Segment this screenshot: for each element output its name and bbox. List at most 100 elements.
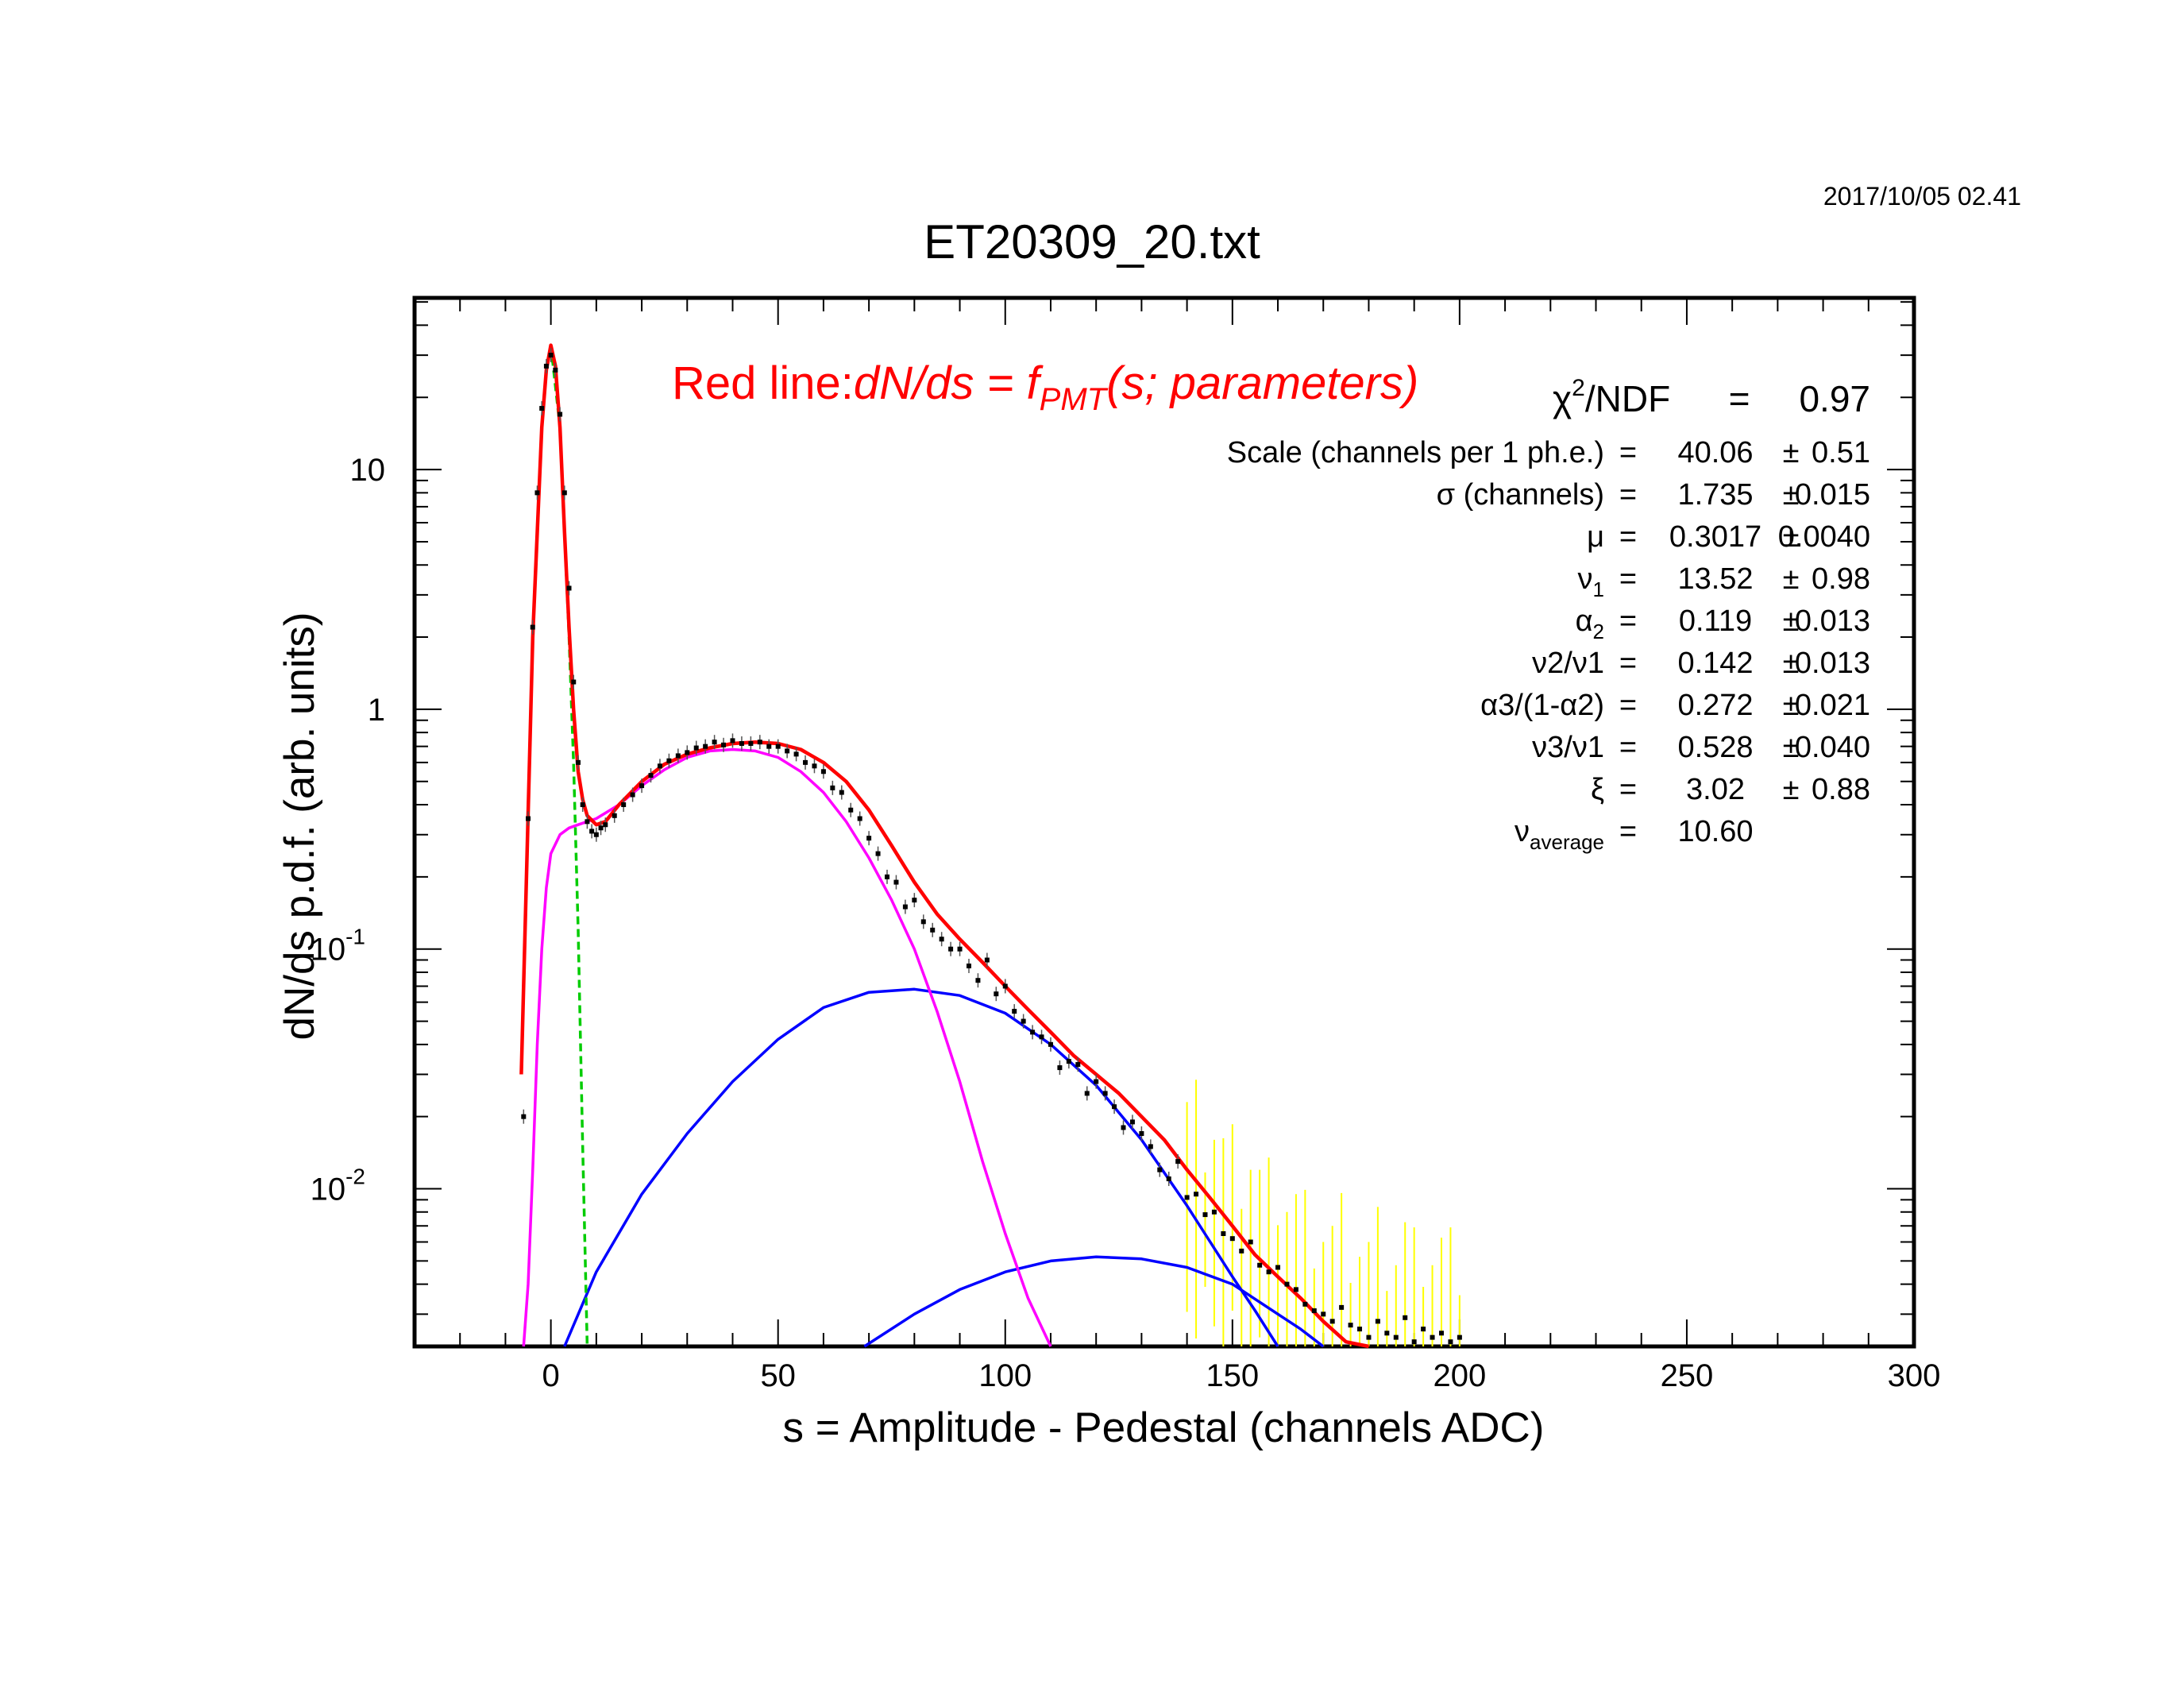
data-point (885, 874, 890, 879)
data-point (939, 937, 944, 942)
plot-frame (412, 295, 1916, 1349)
data-point (553, 367, 558, 373)
data-point (693, 745, 699, 751)
data-point (558, 411, 563, 417)
param-error: 0.51 (1812, 436, 1870, 469)
param-pm: ± (1783, 562, 1800, 596)
data-point (589, 829, 595, 834)
data-point (1311, 1308, 1317, 1314)
data-point (566, 585, 572, 591)
param-value: 10.60 (1677, 815, 1753, 848)
total-fit-curve (519, 343, 1369, 1349)
data-point (1012, 1009, 1017, 1014)
param-label: σ (channels) (1437, 478, 1604, 512)
data-point (1275, 1265, 1281, 1270)
data-point (1094, 1079, 1099, 1084)
data-point (1430, 1335, 1435, 1340)
data-point (1175, 1159, 1181, 1165)
data-point (543, 363, 549, 369)
data-point (585, 819, 590, 825)
data-point (539, 406, 545, 411)
data-point (775, 744, 781, 749)
data-point (1139, 1130, 1144, 1136)
fit-parameters: Scale (channels per 1 ph.e.) = 40.06 ±0.51 σ… (1227, 436, 1870, 854)
data-point (839, 790, 844, 795)
data-point (1293, 1287, 1298, 1292)
param-error: 0.021 (1795, 689, 1870, 722)
x-tick-label: 0 (542, 1358, 560, 1393)
plot-title: ET20309_20.txt (924, 215, 1260, 268)
data-point (785, 748, 790, 754)
data-point (675, 753, 681, 759)
param-value: 0.3017 (1669, 520, 1761, 554)
x-tick-label: 300 (1888, 1358, 1941, 1393)
param-label: Scale (channels per 1 ph.e.) (1227, 436, 1604, 469)
data-point (857, 816, 862, 821)
data-point (1129, 1119, 1135, 1125)
formula-prefix: Red line: (672, 357, 854, 409)
param-pm: ± (1783, 647, 1800, 680)
data-point (1421, 1327, 1426, 1332)
data-point (598, 825, 604, 831)
param-pm: ± (1783, 773, 1800, 806)
data-point (912, 898, 917, 903)
param-label: α3/(1-α2) (1480, 689, 1604, 722)
param-value: 0.272 (1677, 689, 1753, 722)
data-point (1438, 1331, 1444, 1336)
data-point (1329, 1319, 1335, 1324)
data-point (1039, 1034, 1044, 1040)
data-point (920, 919, 926, 925)
param-eq: = (1619, 773, 1637, 806)
data-point (526, 816, 531, 821)
data-point (1357, 1327, 1363, 1332)
data-point (1239, 1248, 1244, 1253)
data-point (975, 978, 981, 983)
param-value: 0.528 (1677, 731, 1753, 764)
data-point (521, 1114, 527, 1119)
data-point (1057, 1065, 1063, 1071)
second-phe-curve (563, 987, 1279, 1347)
data-point (1048, 1041, 1053, 1047)
data-point (820, 769, 826, 774)
data-point (902, 904, 908, 910)
param-error: 0.88 (1812, 773, 1870, 806)
data-point (548, 353, 554, 358)
param-error: 0.0040 (1778, 520, 1870, 554)
data-point (580, 802, 585, 808)
data-point (803, 759, 808, 765)
data-point (612, 813, 617, 818)
data-point (1375, 1319, 1380, 1324)
y-tick-label: 10 (350, 453, 386, 488)
plot-area (519, 343, 1462, 1349)
param-error: 0.013 (1795, 605, 1870, 638)
data-point (603, 822, 608, 828)
param-value: 0.142 (1677, 647, 1753, 680)
data-point (1284, 1281, 1290, 1287)
data-points (521, 348, 1462, 1345)
data-point (1084, 1091, 1090, 1096)
data-point (712, 740, 717, 745)
data-point (994, 991, 999, 997)
chi2-label: χ2/NDF (1553, 375, 1670, 419)
x-axis-label: s = Amplitude - Pedestal (channels ADC) (783, 1404, 1545, 1451)
param-error: 0.013 (1795, 647, 1870, 680)
data-point (766, 744, 772, 749)
param-eq: = (1619, 605, 1637, 638)
data-point (1248, 1239, 1253, 1245)
data-point (875, 851, 881, 856)
fit-curves (519, 343, 1369, 1349)
param-pm: ± (1783, 478, 1800, 512)
param-value: 1.735 (1677, 478, 1753, 512)
first-phe-curve (522, 747, 1052, 1347)
data-point (1121, 1125, 1126, 1130)
param-label: μ (1587, 520, 1604, 554)
data-point (1366, 1335, 1372, 1340)
data-point (866, 836, 872, 841)
data-point (1202, 1212, 1208, 1218)
data-point (703, 744, 708, 749)
data-point (948, 946, 954, 952)
data-point (1448, 1339, 1453, 1345)
y-tick-label: 1 (368, 693, 385, 728)
data-point (1102, 1091, 1108, 1096)
param-value: 3.02 (1686, 773, 1745, 806)
